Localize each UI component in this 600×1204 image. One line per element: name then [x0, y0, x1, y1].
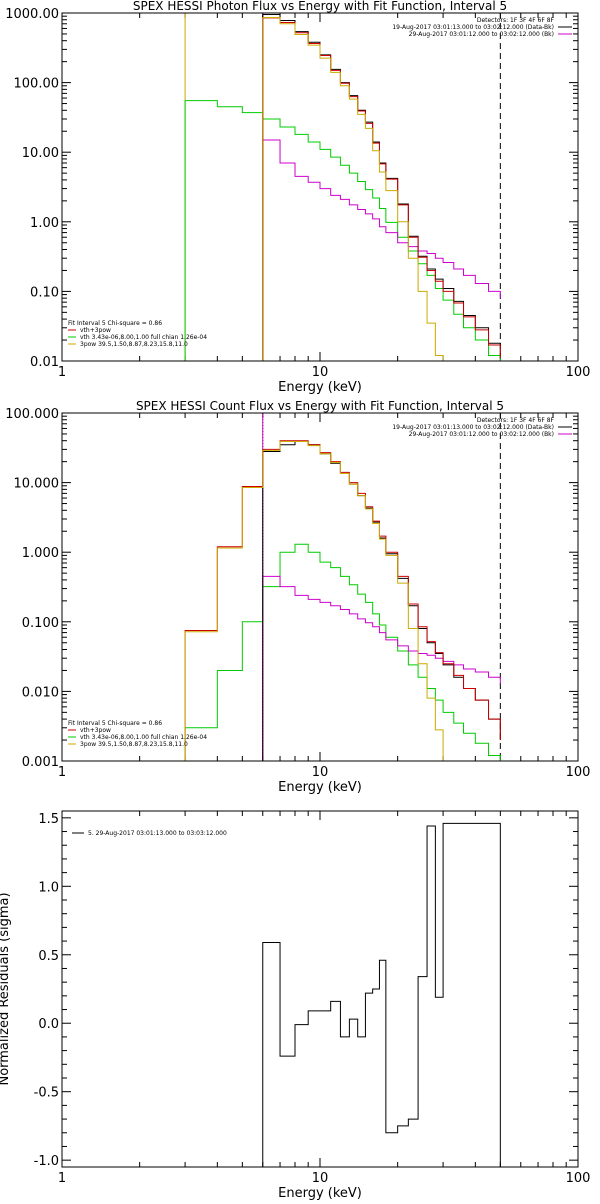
- chart-panel-3: 1 10 100 Energy (keV) -1.0 -0.5 0.0 0.5 1.0 1.5 No…: [0, 810, 591, 1201]
- chart-title: SPEX HESSI Photon Flux vs Energy with Fi…: [133, 0, 507, 13]
- series-line: [184, 543, 501, 761]
- legend-bottom-left: Fit Interval 5 Chi-square = 0.86vth+3pow…: [68, 720, 207, 748]
- plot-frame: [61, 810, 579, 1168]
- legend-label: Fit Interval 5 Chi-square = 0.86: [68, 320, 162, 327]
- legend-label: 29-Aug-2017 03:01:12.000 to 03:02:12.000…: [409, 31, 554, 38]
- y-tick-label: 0.5: [38, 949, 59, 964]
- series-line: [262, 440, 501, 761]
- x-tick-label: 1: [58, 1171, 66, 1186]
- legend-bottom-left: Fit Interval 5 Chi-square = 0.86vth+3pow…: [68, 320, 207, 348]
- series-line: [262, 14, 501, 361]
- series-line: [262, 822, 501, 1167]
- y-tick-label: 100.000: [5, 407, 59, 422]
- chart-panel-2: SPEX HESSI Count Flux vs Energy with Fit…: [5, 399, 590, 795]
- legend-label: Detectors: 1F 3F 4F 6F 8F: [477, 17, 555, 24]
- y-tick-label: -0.5: [34, 1086, 59, 1101]
- x-tick-label: 10: [312, 1171, 329, 1186]
- x-axis-label: Energy (keV): [278, 780, 362, 795]
- y-tick-label: 0.0: [38, 1017, 59, 1032]
- legend-label: 19-Aug-2017 03:01:13.000 to 03:02:12.000…: [392, 24, 554, 31]
- x-tick-label: 1: [58, 365, 66, 380]
- legend-label: Fit Interval 5 Chi-square = 0.86: [68, 720, 162, 727]
- x-tick-label: 1: [58, 765, 66, 780]
- legend-label: 3pow 39.5,1.50,8.87,8.23,15.8,11.0: [80, 341, 188, 348]
- plot-frame: [61, 12, 579, 362]
- series-line: [262, 17, 444, 361]
- y-tick-label: 1000.00: [5, 7, 59, 22]
- series-line: [184, 100, 501, 361]
- legend-label: Detectors: 1F 3F 4F 6F 8F: [477, 417, 555, 424]
- x-axis-label: Energy (keV): [278, 380, 362, 395]
- chart-panel-1: SPEX HESSI Photon Flux vs Energy with Fi…: [5, 0, 590, 395]
- x-tick-label: 10: [312, 765, 329, 780]
- series-line: [262, 575, 501, 761]
- legend-label: vth 3.43e-06,8.00,1.00 full chian 1.26e-…: [80, 734, 207, 741]
- y-axis-label: Normalized Residuals (sigma): [0, 892, 12, 1085]
- y-tick-label: 10.000: [14, 477, 60, 492]
- chart-title: SPEX HESSI Count Flux vs Energy with Fit…: [136, 399, 504, 413]
- series-line: [184, 440, 501, 761]
- x-tick-label: 100: [566, 1171, 591, 1186]
- plot-frame: [61, 412, 579, 762]
- series-line: [184, 440, 444, 761]
- legend-label: 5. 29-Aug-2017 03:01:13.000 to 03:03:12.…: [88, 830, 227, 837]
- y-tick-label: 0.010: [22, 685, 59, 700]
- y-tick-label: 0.100: [22, 616, 59, 631]
- y-tick-label: 0.10: [30, 285, 59, 300]
- series-line: [262, 17, 501, 361]
- legend-label: vth 3.43e-06,8.00,1.00 full chian 1.26e-…: [80, 334, 207, 341]
- data-layer: [184, 13, 501, 361]
- legend-label: 19-Aug-2017 03:01:13.000 to 03:02:12.000…: [392, 424, 554, 431]
- y-tick-label: 0.001: [22, 755, 59, 770]
- y-tick-label: 0.01: [30, 355, 59, 370]
- legend-label: vth+3pow: [80, 727, 111, 734]
- legend-label: vth+3pow: [80, 327, 111, 334]
- y-tick-label: 1.000: [22, 546, 59, 561]
- legend-top-left: 5. 29-Aug-2017 03:01:13.000 to 03:03:12.…: [72, 830, 227, 837]
- y-tick-label: 1.0: [38, 880, 59, 895]
- legend-label: 3pow 39.5,1.50,8.87,8.23,15.8,11.0: [80, 741, 188, 748]
- y-tick-label: 1.5: [38, 812, 59, 827]
- x-tick-label: 100: [566, 765, 591, 780]
- x-tick-label: 100: [566, 365, 591, 380]
- x-axis-label: Energy (keV): [278, 1186, 362, 1200]
- y-tick-label: 100.00: [14, 77, 60, 92]
- x-tick-label: 10: [312, 365, 329, 380]
- y-tick-label: 1.00: [30, 216, 59, 231]
- y-tick-label: 10.00: [22, 146, 59, 161]
- data-layer: [184, 413, 501, 761]
- data-layer: [262, 822, 501, 1167]
- y-tick-label: -1.0: [34, 1154, 59, 1169]
- legend-label: 29-Aug-2017 03:01:12.000 to 03:02:12.000…: [409, 431, 554, 438]
- series-line: [262, 139, 501, 361]
